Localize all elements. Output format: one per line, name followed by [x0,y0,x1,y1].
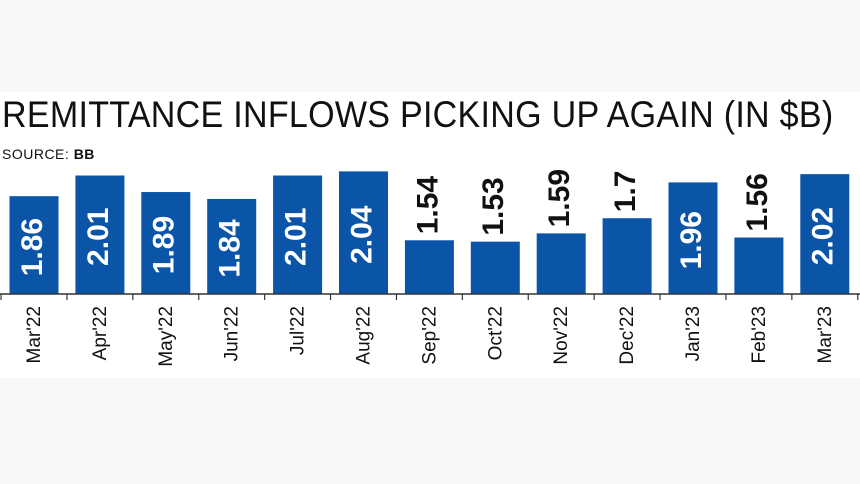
bar-Aug'22 [339,171,388,294]
value-label-Dec'22: 1.7 [609,171,642,213]
bottom-background-band [0,378,860,484]
bar-Sep'22 [404,240,454,294]
x-tick-label-May'22: May'22 [156,306,177,367]
bar-Mar'23 [800,174,850,294]
bar-Feb'23 [734,237,784,294]
value-label-Mar'22: 1.86 [16,218,49,276]
value-label-Jul'22: 2.01 [280,208,313,266]
x-tick-label-Sep'22: Sep'22 [419,306,440,365]
bar-Jun'22 [207,198,257,294]
x-tick-label-Mar'23: Mar'23 [815,306,836,363]
value-label-Nov'22: 1.59 [543,169,576,227]
x-tick-label-Aug'22: Aug'22 [354,306,375,365]
source-line: SOURCE: BB [2,146,95,162]
x-tick-label-Oct'22: Oct'22 [485,306,506,360]
x-tick-label-Dec'22: Dec'22 [617,306,638,365]
value-label-Jan'23: 1.96 [675,211,708,269]
x-tick-labels-group: Mar'22 Apr'22 May'22 Jun'22 Jul'22 Aug'22 Sep'… [24,306,836,367]
source-value: BB [73,146,95,162]
value-label-Sep'22: 1.54 [411,176,444,235]
bar-May'22 [141,192,191,294]
value-label-Jun'22: 1.84 [214,219,247,278]
bar-Jan'23 [668,182,718,294]
top-background-band [0,0,860,92]
value-label-Feb'23: 1.56 [741,173,774,231]
x-ticks-group [0,294,859,300]
x-tick-label-Apr'22: Apr'22 [90,306,111,360]
x-tick-label-Jul'22: Jul'22 [288,306,309,355]
x-tick-label-Jun'22: Jun'22 [222,306,243,361]
x-tick-label-Jan'23: Jan'23 [683,306,704,361]
chart-title: REMITTANCE INFLOWS PICKING UP AGAIN (IN … [2,94,834,135]
value-label-Apr'22: 2.01 [82,208,115,266]
bar-Mar'22 [9,196,59,294]
bar-Dec'22 [602,218,652,294]
value-label-Aug'22: 2.04 [345,205,378,264]
bar-Apr'22 [75,175,125,294]
bar-chart: 1.86 2.01 1.89 1.84 2.01 2.04 1.54 1.53 1.59 1.7 1… [0,169,860,367]
bar-Nov'22 [536,233,586,294]
value-label-Mar'23: 2.02 [807,207,840,265]
bars-group: 1.86 2.01 1.89 1.84 2.01 2.04 1.54 1.53 1.59 1.7 1… [9,169,850,294]
bar-Oct'22 [470,241,520,294]
source-label: SOURCE: [2,146,70,162]
x-tick-label-Feb'23: Feb'23 [749,306,770,364]
bar-Jul'22 [273,175,323,294]
x-tick-label-Nov'22: Nov'22 [551,306,572,365]
x-tick-label-Mar'22: Mar'22 [24,306,45,363]
value-label-Oct'22: 1.53 [477,177,510,235]
value-label-May'22: 1.89 [148,216,181,274]
